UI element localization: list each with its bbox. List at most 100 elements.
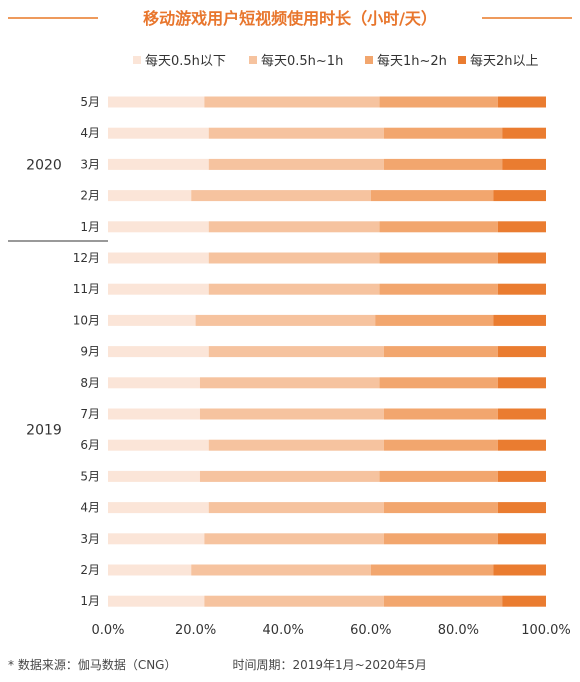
bar-segment-1-1 <box>208 127 384 139</box>
bar-segment-10-0 <box>108 408 200 420</box>
y-tick-label-3: 2月 <box>80 189 100 203</box>
legend-swatch-0 <box>133 56 141 64</box>
bar-segment-6-1 <box>208 283 380 295</box>
legend-label-3: 每天2h以上 <box>470 53 539 69</box>
legend-label-0: 每天0.5h以下 <box>145 53 226 69</box>
bar-segment-10-2 <box>383 408 498 420</box>
bar-segment-3-3 <box>493 190 546 202</box>
footer: * 数据来源：伽马数据（CNG） 时间周期：2019年1月~2020年5月 <box>8 656 427 673</box>
bar-segment-15-2 <box>370 564 494 576</box>
bar-segment-13-3 <box>497 502 546 514</box>
y-tick-label-2: 3月 <box>80 157 100 171</box>
bar-segment-2-3 <box>502 158 546 170</box>
y-tick-label-9: 8月 <box>80 376 100 390</box>
bar-segment-16-2 <box>383 595 503 607</box>
bar-segment-15-0 <box>108 564 192 576</box>
bar-segment-3-2 <box>370 190 494 202</box>
bar-segment-2-0 <box>108 158 209 170</box>
bar-segment-8-1 <box>208 346 384 358</box>
group-label-0: 2020 <box>26 157 62 173</box>
bar-segment-3-0 <box>108 190 192 202</box>
bar-segment-15-1 <box>191 564 371 576</box>
bar-segment-5-1 <box>208 252 380 264</box>
y-tick-label-0: 5月 <box>80 95 100 109</box>
bar-segment-5-0 <box>108 252 209 264</box>
bar-segment-0-1 <box>204 96 380 108</box>
y-tick-label-15: 2月 <box>80 563 100 577</box>
x-axis-labels: 0.0% 20.0% 40.0% 60.0% 80.0% 100.0% <box>91 623 570 638</box>
bar-segment-6-3 <box>497 283 546 295</box>
legend-swatch-1 <box>249 56 257 64</box>
bar-segment-14-2 <box>383 533 498 545</box>
x-tick-label-2: 40.0% <box>263 623 304 638</box>
bar-segment-9-2 <box>379 377 498 389</box>
y-tick-label-11: 6月 <box>80 438 100 452</box>
bar-segment-16-0 <box>108 595 205 607</box>
bar-segment-8-2 <box>383 346 498 358</box>
bar-segment-0-0 <box>108 96 205 108</box>
bar-segment-11-1 <box>208 439 384 451</box>
chart-title: 移动游戏用户短视频使用时长（小时/天） <box>143 9 437 28</box>
y-tick-label-4: 1月 <box>80 220 100 234</box>
bar-segment-16-3 <box>502 595 546 607</box>
bar-segment-4-1 <box>208 221 380 233</box>
y-axis-labels: 5月 4月 3月 2月 1月 12月 11月 10月 9月 8月 7月 6月 5月 4月 3月 2月 1月 <box>73 95 100 608</box>
bar-segment-9-3 <box>497 377 546 389</box>
x-tick-label-3: 60.0% <box>350 623 391 638</box>
bar-segment-11-2 <box>383 439 498 451</box>
bar-segment-1-3 <box>502 127 546 139</box>
bar-segment-7-1 <box>195 314 376 326</box>
bar-segment-3-1 <box>191 190 371 202</box>
y-tick-label-8: 9月 <box>80 345 100 359</box>
bar-segment-12-0 <box>108 470 200 482</box>
legend-label-1: 每天0.5h~1h <box>261 53 343 69</box>
bar-segment-0-2 <box>379 96 498 108</box>
bar-segment-9-0 <box>108 377 200 389</box>
x-tick-label-1: 20.0% <box>175 623 216 638</box>
bar-segment-11-0 <box>108 439 209 451</box>
bar-segment-14-0 <box>108 533 205 545</box>
bar-segment-12-2 <box>379 470 498 482</box>
bars <box>108 96 546 607</box>
bar-segment-7-3 <box>493 314 546 326</box>
legend: 每天0.5h以下 每天0.5h~1h 每天1h~2h 每天2h以上 <box>133 53 539 69</box>
x-tick-label-0: 0.0% <box>91 623 124 638</box>
x-tick-label-5: 100.0% <box>521 623 571 638</box>
source-note: * 数据来源：伽马数据（CNG） <box>8 658 177 672</box>
bar-segment-6-0 <box>108 283 209 295</box>
bar-segment-10-1 <box>199 408 384 420</box>
y-tick-label-10: 7月 <box>80 407 100 421</box>
legend-swatch-3 <box>458 56 466 64</box>
bar-segment-4-3 <box>497 221 546 233</box>
y-tick-label-14: 3月 <box>80 532 100 546</box>
bar-segment-0-3 <box>497 96 546 108</box>
bar-segment-16-1 <box>204 595 384 607</box>
bar-segment-5-2 <box>379 252 498 264</box>
legend-label-2: 每天1h~2h <box>377 53 447 69</box>
bar-segment-8-3 <box>497 346 546 358</box>
bar-segment-12-1 <box>199 470 380 482</box>
bar-segment-6-2 <box>379 283 498 295</box>
bar-segment-14-3 <box>497 533 546 545</box>
y-tick-label-12: 5月 <box>80 469 100 483</box>
bar-segment-4-2 <box>379 221 498 233</box>
bar-segment-2-2 <box>383 158 503 170</box>
bar-segment-13-1 <box>208 502 384 514</box>
bar-segment-1-2 <box>383 127 503 139</box>
bar-segment-2-1 <box>208 158 384 170</box>
bar-segment-7-0 <box>108 314 196 326</box>
y-tick-label-16: 1月 <box>80 594 100 608</box>
time-period-note: 时间周期：2019年1月~2020年5月 <box>232 658 427 672</box>
y-tick-label-1: 4月 <box>80 126 100 140</box>
year-groups: 2020 2019 <box>26 157 62 438</box>
bar-segment-14-1 <box>204 533 384 545</box>
bar-segment-15-3 <box>493 564 546 576</box>
y-tick-label-5: 12月 <box>73 251 100 265</box>
legend-swatch-2 <box>365 56 373 64</box>
bar-segment-11-3 <box>497 439 546 451</box>
bar-segment-1-0 <box>108 127 209 139</box>
bar-segment-4-0 <box>108 221 209 233</box>
bar-segment-9-1 <box>199 377 380 389</box>
bar-segment-8-0 <box>108 346 209 358</box>
